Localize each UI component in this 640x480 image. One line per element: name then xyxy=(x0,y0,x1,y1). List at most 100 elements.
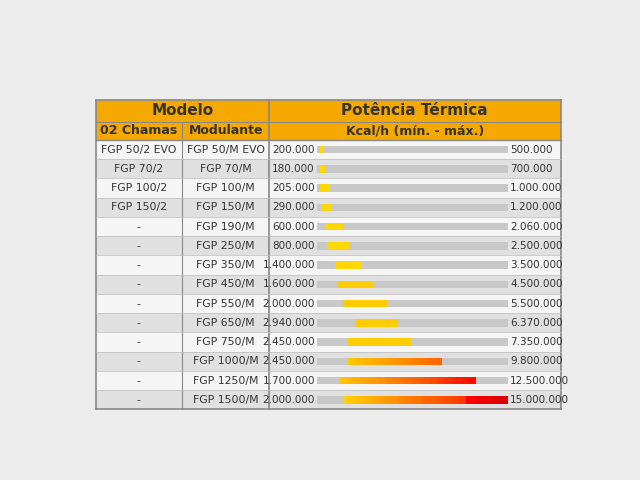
Bar xyxy=(95,140,561,159)
Bar xyxy=(419,377,422,384)
Bar xyxy=(373,358,375,365)
Bar xyxy=(446,377,449,384)
Bar xyxy=(95,294,561,313)
Text: 9.800.000: 9.800.000 xyxy=(510,356,563,366)
Bar xyxy=(440,377,442,384)
Bar xyxy=(346,396,348,404)
Text: Kcal/h (mín. - máx.): Kcal/h (mín. - máx.) xyxy=(346,124,484,137)
Bar xyxy=(388,358,390,365)
Text: 3.500.000: 3.500.000 xyxy=(510,260,563,270)
Bar xyxy=(488,396,492,404)
Bar xyxy=(317,223,508,230)
Bar xyxy=(317,377,508,384)
Bar xyxy=(401,358,403,365)
Bar xyxy=(411,358,413,365)
Bar xyxy=(362,358,364,365)
Bar xyxy=(372,358,374,365)
Text: Modelo: Modelo xyxy=(151,103,213,118)
Bar xyxy=(408,377,410,384)
Bar xyxy=(492,396,495,404)
Text: 2.940.000: 2.940.000 xyxy=(262,318,315,328)
Bar xyxy=(361,358,363,365)
Bar xyxy=(389,377,392,384)
Bar xyxy=(95,371,561,390)
Text: -: - xyxy=(137,222,141,232)
Text: 4.500.000: 4.500.000 xyxy=(510,279,563,289)
Bar xyxy=(406,358,408,365)
Text: 5.500.000: 5.500.000 xyxy=(510,299,563,309)
Bar xyxy=(444,396,447,404)
Bar xyxy=(415,358,417,365)
Bar xyxy=(434,358,436,365)
Text: FGP 70/2: FGP 70/2 xyxy=(115,164,163,174)
Bar xyxy=(95,236,561,255)
Bar xyxy=(366,377,369,384)
Bar xyxy=(317,319,508,327)
Text: FGP 1500/M: FGP 1500/M xyxy=(193,395,259,405)
Bar xyxy=(317,184,508,192)
Text: 15.000.000: 15.000.000 xyxy=(510,395,569,405)
Bar xyxy=(375,358,377,365)
Bar xyxy=(321,204,332,211)
Bar xyxy=(384,396,387,404)
Bar xyxy=(399,358,402,365)
Bar xyxy=(456,377,458,384)
Bar xyxy=(359,396,362,404)
Bar xyxy=(472,377,474,384)
Bar xyxy=(449,377,451,384)
Text: FGP 650/M: FGP 650/M xyxy=(196,318,255,328)
Bar xyxy=(95,217,561,236)
Text: 180.000: 180.000 xyxy=(272,164,315,174)
Text: Modulante: Modulante xyxy=(188,124,263,137)
Bar xyxy=(320,184,330,192)
Bar xyxy=(353,396,356,404)
Bar xyxy=(500,396,502,404)
Bar xyxy=(458,396,461,404)
Bar xyxy=(378,396,381,404)
Bar xyxy=(355,358,356,365)
Bar xyxy=(380,358,381,365)
Bar xyxy=(474,377,476,384)
Bar xyxy=(475,396,478,404)
Bar xyxy=(95,198,561,217)
Bar xyxy=(403,396,406,404)
Bar xyxy=(395,358,397,365)
Bar xyxy=(348,338,411,346)
Text: 1.600.000: 1.600.000 xyxy=(262,279,315,289)
Text: 290.000: 290.000 xyxy=(272,203,315,212)
Bar xyxy=(409,358,411,365)
Bar xyxy=(95,255,561,275)
Bar xyxy=(403,377,406,384)
Bar xyxy=(380,377,383,384)
Bar xyxy=(95,121,561,140)
Bar xyxy=(350,377,353,384)
Bar xyxy=(392,396,396,404)
Bar xyxy=(437,358,439,365)
Bar xyxy=(421,377,424,384)
Bar xyxy=(469,377,472,384)
Bar xyxy=(348,358,350,365)
Text: FGP 350/M: FGP 350/M xyxy=(196,260,255,270)
Bar xyxy=(465,377,467,384)
Bar xyxy=(371,377,374,384)
Bar xyxy=(483,396,486,404)
Text: 7.350.000: 7.350.000 xyxy=(510,337,563,347)
Bar xyxy=(502,396,506,404)
Text: FGP 550/M: FGP 550/M xyxy=(196,299,255,309)
Bar xyxy=(317,338,508,346)
Text: FGP 100/2: FGP 100/2 xyxy=(111,183,167,193)
Bar xyxy=(367,358,369,365)
Bar xyxy=(396,377,399,384)
Bar xyxy=(433,396,436,404)
Bar xyxy=(373,377,376,384)
Bar xyxy=(320,146,323,154)
Bar xyxy=(392,358,394,365)
Bar xyxy=(378,358,380,365)
Bar xyxy=(395,396,398,404)
Bar xyxy=(346,377,348,384)
Bar xyxy=(426,377,428,384)
Bar xyxy=(387,358,389,365)
Bar xyxy=(317,204,508,211)
Bar xyxy=(398,358,400,365)
Bar xyxy=(460,377,463,384)
